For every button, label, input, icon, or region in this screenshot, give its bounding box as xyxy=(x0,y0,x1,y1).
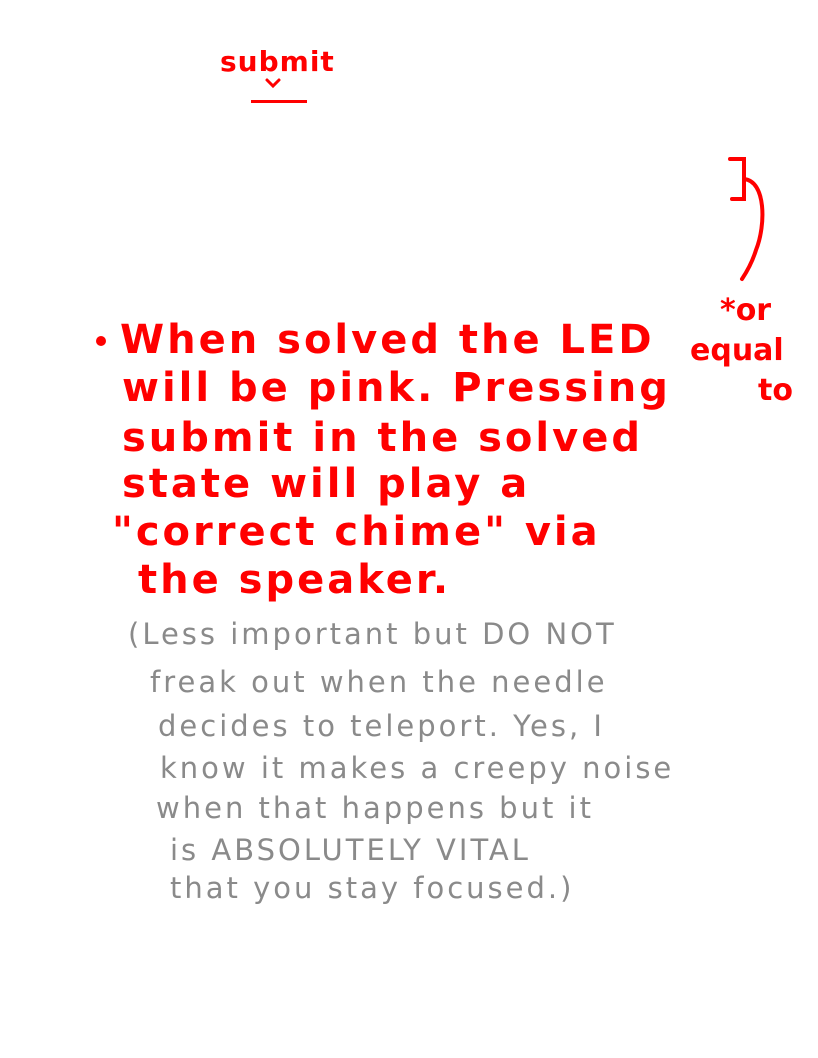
or-equal-to-line: to xyxy=(758,373,793,408)
main-note-line: will be pink. Pressing xyxy=(122,365,671,411)
main-note-line: the speaker. xyxy=(138,557,452,603)
aside-note-line: (Less important but DO NOT xyxy=(128,617,617,651)
aside-note-line: know it makes a creepy noise xyxy=(160,751,675,785)
aside-note-line: that you stay focused.) xyxy=(170,871,575,905)
bullet-point xyxy=(96,336,106,346)
aside-note-line: freak out when the needle xyxy=(150,665,608,699)
submit-underline xyxy=(251,100,307,103)
aside-note-line: decides to teleport. Yes, I xyxy=(158,709,605,743)
main-note-line: "correct chime" via xyxy=(112,509,601,555)
check-mark-icon xyxy=(265,78,281,89)
bracket-arrow-mark xyxy=(728,157,765,281)
aside-note-line: is ABSOLUTELY VITAL xyxy=(170,833,531,867)
aside-note-line: when that happens but it xyxy=(156,791,594,825)
or-equal-to-line: equal xyxy=(690,333,784,368)
submit-annotation: submit xyxy=(220,45,335,78)
main-note-line: When solved the LED xyxy=(120,317,655,363)
or-equal-to-annotation: *or equal to xyxy=(690,290,810,410)
main-note-line: state will play a xyxy=(122,461,531,507)
main-note-line: submit in the solved xyxy=(122,415,643,461)
or-equal-to-line: *or xyxy=(720,293,772,328)
